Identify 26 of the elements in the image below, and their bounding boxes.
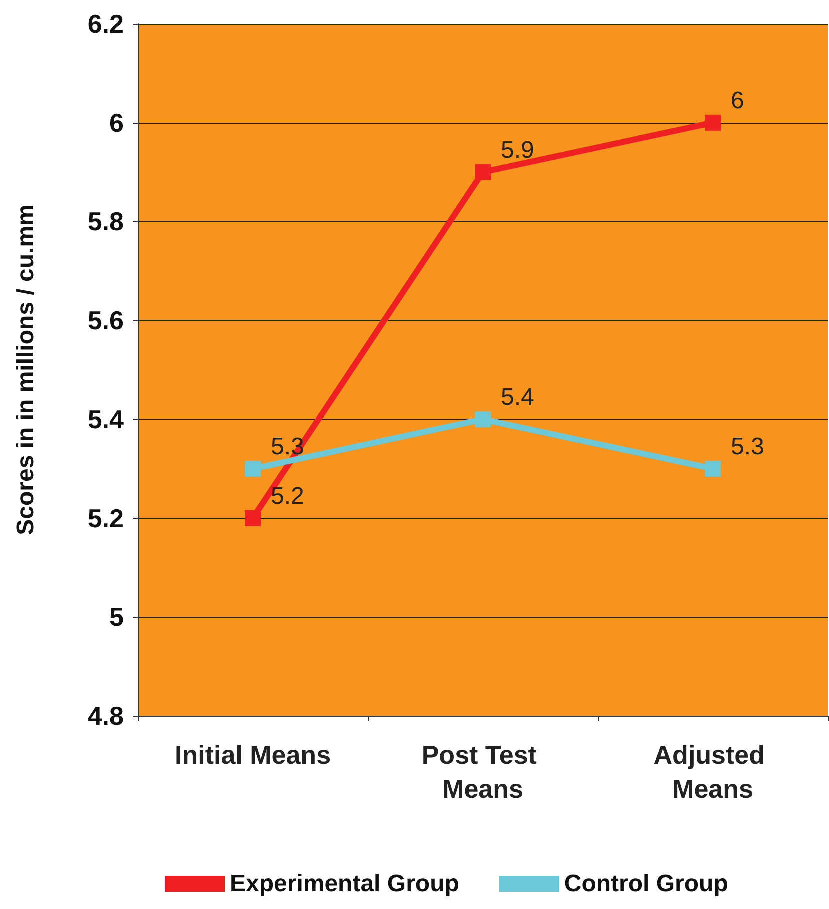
y-tick-label: 5 — [110, 602, 124, 632]
y-tick-label: 5.2 — [88, 503, 124, 534]
y-tick-label: 6.2 — [88, 9, 124, 39]
y-tick-label: 4.8 — [88, 701, 124, 731]
y-tick-label: 5.4 — [88, 404, 125, 434]
data-label: 5.2 — [271, 482, 304, 510]
data-label: 6 — [731, 87, 744, 114]
point — [245, 460, 261, 477]
y-tick-label: 5.6 — [88, 306, 124, 336]
point — [475, 164, 491, 180]
data-label: 5.3 — [731, 433, 764, 460]
y-tick-label: 5.8 — [88, 206, 124, 237]
data-label: 5.3 — [271, 433, 304, 460]
y-tick-label: 6 — [110, 108, 124, 138]
point — [245, 510, 261, 526]
legend-label: Experimental Group — [230, 870, 460, 898]
point — [475, 411, 491, 428]
y-axis-title: Scores in in millions / cu.mm — [12, 204, 40, 536]
x-tick-label: Adjusted Means — [654, 740, 772, 804]
x-tick-label: Post Test Means — [422, 740, 544, 804]
point — [705, 114, 721, 131]
data-label: 5.9 — [501, 136, 534, 164]
point — [705, 460, 721, 477]
data-label: 5.4 — [501, 384, 534, 411]
legend-label: Control Group — [564, 870, 728, 898]
x-tick-label: Initial Means — [174, 740, 332, 770]
